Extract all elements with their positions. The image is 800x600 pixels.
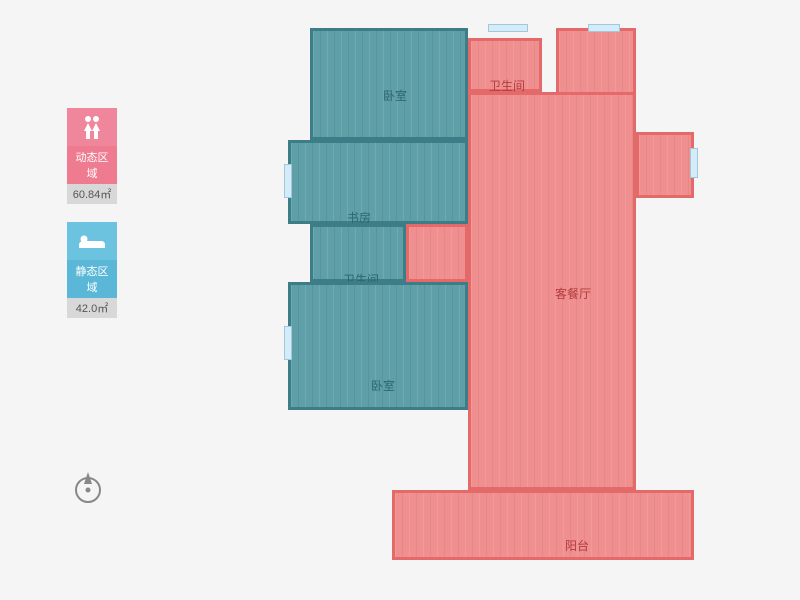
legend-static: 静态区域 42.0㎡ <box>60 222 124 318</box>
room-label-balcony: 阳台 <box>565 537 589 554</box>
room-label-bedroom-2: 卧室 <box>371 377 395 394</box>
people-icon <box>67 108 117 146</box>
floorplan: 卧室书房卫生间卧室卫生间厨房客餐厅阳台 <box>288 28 718 574</box>
window <box>284 164 292 198</box>
legend-dynamic: 动态区域 60.84㎡ <box>60 108 124 204</box>
legend-dynamic-value: 60.84㎡ <box>67 184 117 204</box>
room-label-living: 客餐厅 <box>555 285 591 302</box>
window <box>488 24 528 32</box>
room-label-bedroom-1: 卧室 <box>383 87 407 104</box>
room-bedroom-1: 卧室 <box>310 28 468 140</box>
room-bedroom-2: 卧室 <box>288 282 468 410</box>
room-bath-1: 卫生间 <box>468 38 542 92</box>
room-balcony: 阳台 <box>392 490 694 560</box>
window <box>284 326 292 360</box>
room-corridor <box>406 224 468 282</box>
legend-panel: 动态区域 60.84㎡ 静态区域 42.0㎡ <box>60 108 124 336</box>
window <box>588 24 620 32</box>
compass-icon <box>70 470 106 506</box>
legend-static-value: 42.0㎡ <box>67 298 117 318</box>
room-bath-2: 卫生间 <box>310 224 406 282</box>
window <box>690 148 698 178</box>
room-projection <box>636 132 694 198</box>
room-living: 客餐厅 <box>468 92 636 490</box>
legend-dynamic-label: 动态区域 <box>67 146 117 184</box>
sleep-icon <box>67 222 117 260</box>
legend-static-label: 静态区域 <box>67 260 117 298</box>
room-study: 书房 <box>288 140 468 224</box>
